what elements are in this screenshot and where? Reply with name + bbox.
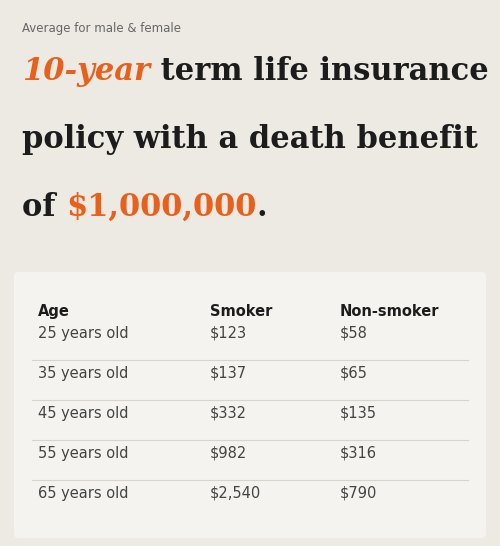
Text: Age: Age (38, 304, 70, 319)
Text: $982: $982 (210, 446, 247, 461)
Text: $316: $316 (340, 446, 377, 461)
Text: 55 years old: 55 years old (38, 446, 128, 461)
Text: $2,540: $2,540 (210, 486, 261, 501)
Text: Smoker: Smoker (210, 304, 272, 319)
FancyBboxPatch shape (14, 272, 486, 538)
Text: Average for male & female: Average for male & female (22, 22, 181, 35)
Text: $65: $65 (340, 366, 368, 381)
Text: 45 years old: 45 years old (38, 406, 128, 421)
Text: Non-smoker: Non-smoker (340, 304, 440, 319)
Text: 10-year: 10-year (22, 56, 150, 87)
Text: of: of (22, 192, 66, 223)
Text: 25 years old: 25 years old (38, 326, 128, 341)
Text: $137: $137 (210, 366, 247, 381)
Text: $790: $790 (340, 486, 378, 501)
Text: $1,000,000: $1,000,000 (66, 192, 256, 223)
Text: $123: $123 (210, 326, 247, 341)
Text: $58: $58 (340, 326, 368, 341)
Text: $332: $332 (210, 406, 247, 421)
Text: term life insurance: term life insurance (150, 56, 489, 87)
Text: 35 years old: 35 years old (38, 366, 128, 381)
Text: 65 years old: 65 years old (38, 486, 128, 501)
Text: .: . (256, 192, 267, 223)
Text: $135: $135 (340, 406, 377, 421)
Text: policy with a death benefit: policy with a death benefit (22, 124, 478, 155)
